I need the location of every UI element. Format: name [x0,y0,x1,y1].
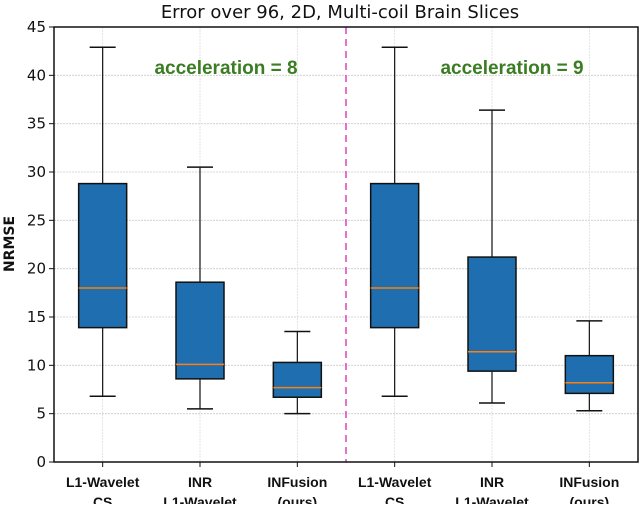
plot-frame [53,26,639,463]
y-tick-label: 0 [36,453,46,471]
y-axis-label: NRMSE [2,216,18,272]
box [272,361,323,398]
y-tick-label: 45 [27,18,46,36]
x-tick-label: INFusion [559,474,619,490]
annotation-acceleration-9: acceleration = 9 [440,58,583,79]
x-tick-label: INFusion [267,474,327,490]
y-tick-label: 25 [27,211,46,229]
y-tick-label: 30 [27,163,46,181]
y-tick-label: 5 [36,405,46,423]
box [369,182,420,329]
y-tick-label: 10 [27,356,46,374]
x-tick-label: CS [93,494,112,504]
box [467,256,517,372]
chart-title: Error over 96, 2D, Multi-coil Brain Slic… [161,2,519,23]
x-tick-label: (ours) [277,494,317,504]
y-tick-label: 15 [27,308,46,326]
y-tick-label: 20 [27,260,46,278]
x-tick-label: INR [480,474,504,490]
box [77,182,128,329]
y-tick-label: 40 [27,66,46,84]
box [175,281,225,380]
x-tick-label: L1-Wavelet [455,494,529,504]
annotation-acceleration-8: acceleration = 8 [154,58,297,79]
x-tick-label: L1-Wavelet [66,474,140,490]
box [564,354,615,395]
x-tick-label: (ours) [569,494,609,504]
x-tick-label: CS [385,494,404,504]
x-tick-label: INR [188,474,212,490]
x-tick-label: L1-Wavelet [358,474,432,490]
y-tick-label: 35 [27,115,46,133]
x-tick-label: L1-Wavelet [163,494,237,504]
